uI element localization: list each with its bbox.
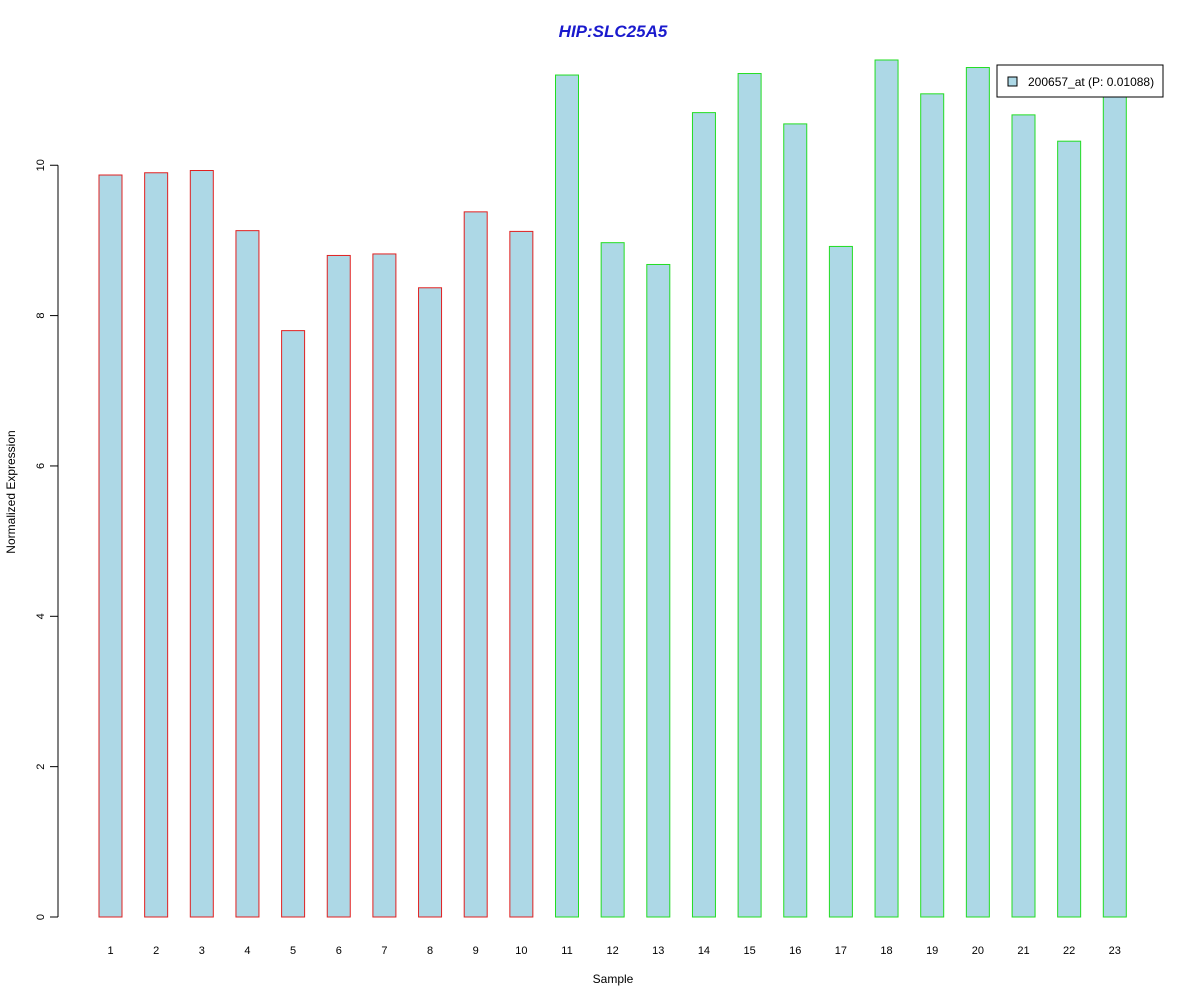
y-axis-label: Normalized Expression	[4, 430, 18, 553]
bar-10	[509, 230, 534, 918]
x-tick-label: 11	[561, 945, 572, 957]
legend-box	[996, 64, 1164, 98]
x-axis-label: Sample	[593, 972, 634, 986]
x-tick-label: 4	[244, 945, 250, 957]
bar-9	[463, 211, 488, 918]
bar-15	[737, 73, 762, 918]
bar-12	[600, 242, 625, 918]
bar-14	[691, 112, 716, 918]
y-tick-label: 2	[35, 764, 47, 770]
legend: 200657_at (P: 0.01088)	[996, 64, 1164, 98]
x-tick-label: 20	[972, 945, 984, 957]
x-tick-label: 1	[107, 945, 113, 957]
bar-17	[828, 245, 853, 918]
bar-3	[189, 170, 214, 918]
x-tick-label: 14	[698, 945, 710, 957]
bar-5	[281, 330, 306, 918]
y-tick-label: 4	[35, 613, 47, 619]
bar-22	[1057, 140, 1082, 918]
x-tick-label: 19	[926, 945, 938, 957]
bar-19	[920, 93, 945, 918]
y-tick-label: 6	[35, 463, 47, 469]
x-tick-labels: 1 2 3 4 5 6 7 8 9 10 11 12 13 14 15 16 17 18 19 20 21 22 23	[107, 945, 1120, 957]
y-tick-label: 8	[35, 313, 47, 319]
bar-11	[555, 74, 579, 918]
legend-swatch	[1007, 76, 1018, 87]
chart-title: HIP:SLC25A5	[559, 22, 668, 41]
x-tick-label: 16	[789, 945, 801, 957]
x-tick-label: 6	[336, 945, 342, 957]
bar-16	[783, 123, 808, 918]
bar-6	[326, 254, 351, 918]
bar-2	[144, 172, 169, 918]
x-tick-label: 9	[473, 945, 479, 957]
bar-18	[874, 59, 899, 918]
bar-21	[1011, 114, 1036, 918]
y-axis: 0 2 4 6 8 10	[35, 159, 59, 920]
x-tick-label: 8	[427, 945, 433, 957]
x-tick-label: 23	[1109, 945, 1121, 957]
x-tick-label: 15	[743, 945, 755, 957]
x-tick-label: 10	[515, 945, 527, 957]
bar-13	[646, 263, 671, 918]
bars	[98, 59, 1127, 918]
y-tick-label: 10	[35, 159, 47, 171]
x-tick-label: 13	[652, 945, 664, 957]
bar-8	[418, 287, 443, 918]
x-tick-label: 5	[290, 945, 296, 957]
bar-20	[965, 67, 990, 918]
x-tick-label: 17	[835, 945, 847, 957]
x-tick-label: 21	[1017, 945, 1029, 957]
x-tick-label: 7	[381, 945, 387, 957]
bar-4	[235, 230, 260, 918]
bar-23	[1102, 95, 1127, 918]
y-tick-label: 0	[35, 914, 47, 920]
bar-1	[98, 174, 123, 918]
x-tick-label: 18	[880, 945, 892, 957]
legend-entry-label: 200657_at (P: 0.01088)	[1028, 75, 1154, 89]
x-tick-label: 22	[1063, 945, 1075, 957]
x-tick-label: 2	[153, 945, 159, 957]
x-tick-label: 3	[199, 945, 205, 957]
x-tick-label: 12	[607, 945, 619, 957]
bar-7	[372, 253, 397, 918]
